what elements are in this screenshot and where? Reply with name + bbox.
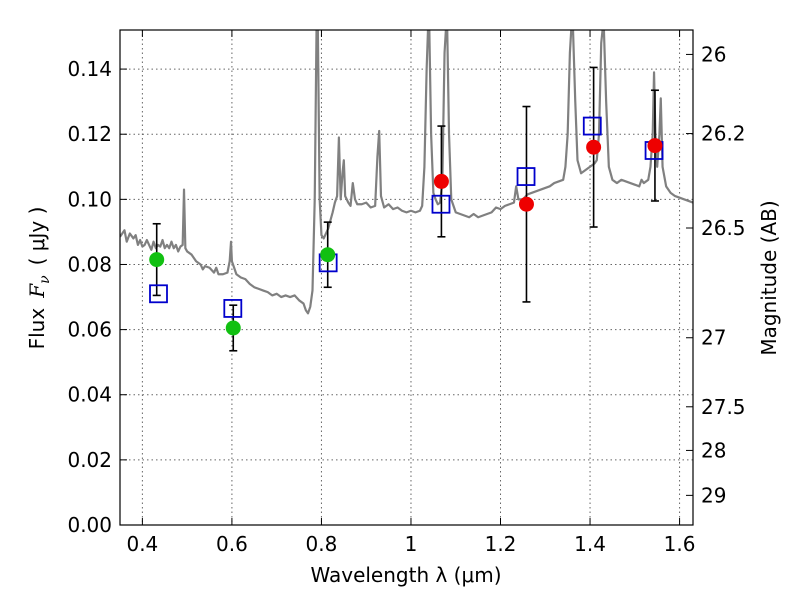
right-tick-label: 28 <box>701 438 726 462</box>
plot-frame <box>119 29 694 526</box>
y-tick-label: 0.06 <box>67 318 112 342</box>
y-axis-label-subscript: ν <box>37 275 53 284</box>
x-tick-label: 1.6 <box>664 532 696 556</box>
x-tick-label: 0.6 <box>216 532 248 556</box>
x-axis-label: Wavelength λ (μm) <box>310 563 501 587</box>
right-axis-label: Magnitude (AB) <box>757 200 781 355</box>
observed-red-point <box>518 196 534 212</box>
x-tick-label: 0.8 <box>306 532 338 556</box>
y-tick-label: 0.02 <box>67 448 112 472</box>
y-tick-label: 0.10 <box>67 187 112 211</box>
observed-red-point <box>647 138 663 154</box>
y-tick-label: 0.00 <box>67 513 112 537</box>
right-tick-label: 27.5 <box>701 395 746 419</box>
right-tick-label: 26.5 <box>701 216 746 240</box>
axis-ticks: 0.4 0.6 0.8 1 1.2 1.4 1.6 0.00 0.02 0.04 0.06 0.08 0… <box>67 30 746 556</box>
y-tick-label: 0.04 <box>67 383 112 407</box>
model-square-marker <box>431 194 451 214</box>
y-axis-label: Flux Fν ( μJy ) <box>25 207 53 350</box>
right-tick-label: 29 <box>701 483 726 507</box>
plot-data <box>120 30 693 352</box>
y-tick-label: 0.14 <box>67 57 112 81</box>
right-tick-label: 26.2 <box>701 122 746 146</box>
model-square-marker <box>149 284 168 304</box>
y-axis-label-units: ( μJy ) <box>25 207 49 266</box>
y-axis-label-flux: Flux <box>25 308 49 350</box>
y-tick-label: 0.08 <box>67 252 112 276</box>
model-square-marker <box>582 116 602 136</box>
observed-green-point <box>149 252 165 268</box>
x-tick-label: 1.4 <box>574 532 606 556</box>
model-square-marker <box>516 167 536 186</box>
gridlines <box>120 30 693 525</box>
observed-green-point <box>225 320 241 336</box>
x-tick-label: 1.2 <box>485 532 517 556</box>
y-axis-label-symbol: F <box>25 283 49 299</box>
observed-red-point <box>433 173 449 189</box>
observed-red-point <box>586 139 602 155</box>
x-tick-label: 0.4 <box>126 532 158 556</box>
model-square-marker <box>223 299 243 318</box>
x-tick-label: 1 <box>405 532 418 556</box>
y-tick-label: 0.12 <box>67 122 112 146</box>
right-tick-label: 27 <box>701 326 726 350</box>
observed-green-point <box>320 247 336 263</box>
right-tick-label: 26 <box>701 42 726 66</box>
spectrum-line <box>120 30 693 315</box>
